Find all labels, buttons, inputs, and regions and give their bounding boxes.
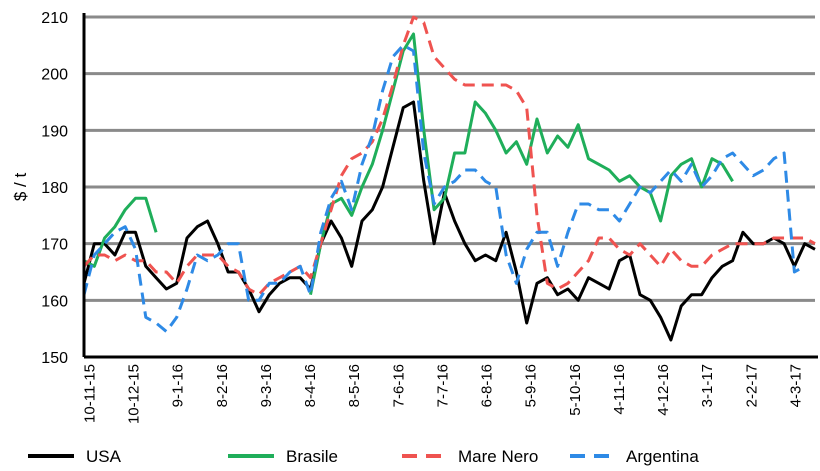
series-line-brasile <box>83 196 158 268</box>
legend-item: Mare Nero <box>402 447 538 466</box>
x-tick-label: 5-10-16 <box>567 364 584 416</box>
series-line-brasile <box>309 32 734 295</box>
x-tick-label: 2-2-17 <box>743 364 760 407</box>
x-tick-label: 8-2-16 <box>214 364 231 407</box>
legend-label: USA <box>86 447 122 466</box>
legend-label: Brasile <box>286 447 338 466</box>
series-lines <box>82 15 816 342</box>
x-tick-label: 6-8-16 <box>479 364 496 407</box>
y-tick-label: 190 <box>41 123 68 140</box>
legend-item: USA <box>28 447 122 466</box>
x-tick-label: 8-4-16 <box>302 364 319 407</box>
y-tick-labels: 150 160 170 180 190 200 210 <box>41 10 68 367</box>
x-tick-label: 7-7-16 <box>434 364 451 407</box>
legend: USA Brasile Mare Nero Argentina <box>28 447 699 466</box>
x-tick-label: 10-11-15 <box>81 364 98 423</box>
legend-label: Mare Nero <box>458 447 538 466</box>
x-tick-labels: 10-11-15 10-12-15 9-1-16 8-2-16 9-3-16 8-4-16… <box>81 364 804 424</box>
series-line-mare-nero <box>82 15 816 297</box>
y-axis-label: $ / t <box>11 173 30 202</box>
x-tick-label: 5-9-16 <box>523 364 540 407</box>
series-line-usa <box>82 100 816 342</box>
y-tick-label: 170 <box>41 237 68 254</box>
legend-item: Brasile <box>228 447 338 466</box>
y-tick-label: 160 <box>41 293 68 310</box>
axes <box>82 13 818 359</box>
x-tick-label: 3-1-17 <box>699 364 716 407</box>
y-tick-label: 150 <box>41 350 68 367</box>
x-tick-label: 10-12-15 <box>126 364 143 424</box>
x-tick-label: 7-6-16 <box>390 364 407 407</box>
x-tick-label: 9-1-16 <box>170 364 187 407</box>
legend-label: Argentina <box>626 447 699 466</box>
x-tick-label: 4-11-16 <box>611 364 628 415</box>
legend-item: Argentina <box>570 447 699 466</box>
x-tick-label: 4-3-17 <box>787 364 804 407</box>
x-tick-label: 8-5-16 <box>346 364 363 407</box>
y-tick-label: 210 <box>41 10 68 27</box>
y-tick-label: 200 <box>41 67 68 84</box>
x-tick-label: 4-12-16 <box>655 364 672 416</box>
y-tick-label: 180 <box>41 180 68 197</box>
series-line-argentina <box>82 43 806 333</box>
x-tick-label: 9-3-16 <box>258 364 275 407</box>
